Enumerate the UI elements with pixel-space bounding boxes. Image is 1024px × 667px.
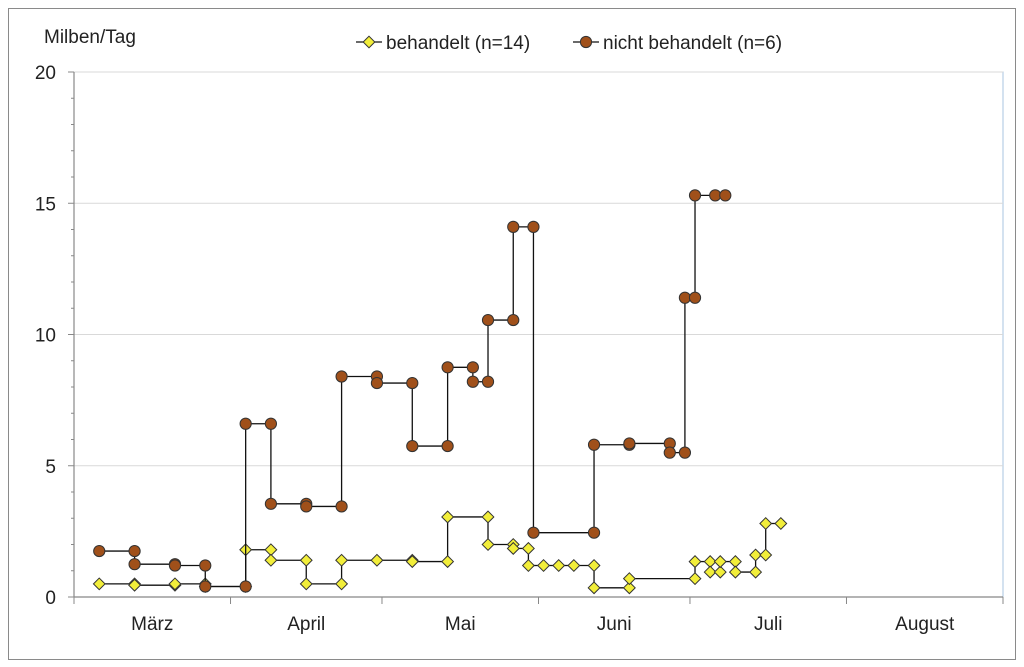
data-point <box>299 553 313 567</box>
data-point <box>567 558 581 573</box>
series-nicht-behandelt <box>93 189 732 593</box>
data-point <box>481 313 495 327</box>
y-axis-label: Milben/Tag <box>44 27 136 48</box>
legend-label: behandelt (n=14) <box>386 33 530 54</box>
data-point <box>335 553 349 567</box>
data-point <box>623 437 636 450</box>
x-tick-label: August <box>895 614 955 635</box>
y-tick-label: 20 <box>35 63 56 84</box>
x-tick-label: Juni <box>597 614 632 635</box>
data-point <box>537 558 551 573</box>
data-point <box>728 565 742 579</box>
x-tick-label: Juli <box>754 614 783 635</box>
data-point <box>335 370 348 383</box>
y-tick-label: 5 <box>45 457 56 478</box>
data-point <box>678 446 692 459</box>
x-tick-label: April <box>287 614 325 635</box>
data-point <box>678 291 692 304</box>
data-point <box>622 581 636 595</box>
data-point <box>335 500 348 513</box>
data-point <box>481 375 495 388</box>
data-point <box>774 516 788 531</box>
data-point <box>506 541 520 555</box>
data-point <box>622 572 636 586</box>
data-point <box>552 558 566 573</box>
data-point <box>168 577 182 591</box>
data-point <box>264 553 278 567</box>
data-point <box>168 559 182 572</box>
data-point <box>688 555 702 569</box>
data-point <box>759 516 773 531</box>
grid <box>73 71 1004 598</box>
data-point <box>466 361 479 374</box>
data-point <box>264 497 278 510</box>
data-point <box>521 541 535 555</box>
data-point <box>406 376 419 390</box>
data-point <box>481 537 495 552</box>
data-point <box>527 220 540 233</box>
data-point <box>441 555 455 569</box>
data-point <box>719 189 732 202</box>
data-point <box>300 500 313 513</box>
data-point <box>663 446 676 459</box>
data-point <box>749 565 763 579</box>
data-point <box>405 555 419 569</box>
data-point <box>527 526 540 539</box>
data-point <box>199 580 212 593</box>
data-point <box>759 548 773 562</box>
data-point <box>441 439 454 453</box>
data-point <box>481 510 495 524</box>
data-point <box>466 375 479 388</box>
data-point <box>587 558 601 573</box>
data-point <box>749 548 763 562</box>
data-point <box>128 558 141 571</box>
data-point <box>688 572 702 586</box>
y-tick-label: 0 <box>45 588 56 609</box>
data-point <box>128 544 141 558</box>
x-tick-label: Mai <box>445 614 476 635</box>
y-tick-label: 15 <box>35 194 56 215</box>
data-point <box>335 577 349 591</box>
legend-label: nicht behandelt (n=6) <box>603 33 782 54</box>
data-point <box>362 35 376 49</box>
data-point <box>688 189 702 202</box>
data-point <box>587 438 601 451</box>
x-tick-label: März <box>131 614 173 635</box>
data-point <box>239 417 252 430</box>
data-point <box>587 526 601 539</box>
data-point <box>713 565 727 579</box>
legend: behandelt (n=14) nicht behandelt (n=6) <box>356 33 782 54</box>
y-tick-label: 10 <box>35 326 56 347</box>
data-point <box>406 439 419 453</box>
data-point <box>579 35 593 49</box>
series-behandelt <box>92 510 788 595</box>
data-point <box>264 417 278 430</box>
data-point <box>709 189 722 202</box>
data-point <box>441 510 455 524</box>
data-point <box>703 565 717 579</box>
data-point <box>587 581 601 595</box>
data-point <box>128 578 142 592</box>
data-point <box>688 291 702 304</box>
data-point <box>507 313 520 327</box>
data-point <box>507 220 520 233</box>
series-layer <box>92 189 788 595</box>
data-point <box>713 555 727 569</box>
data-point <box>93 544 106 558</box>
data-point <box>521 558 535 573</box>
data-point <box>370 553 384 567</box>
data-point <box>441 361 454 374</box>
data-point <box>92 577 106 591</box>
data-point <box>370 376 384 390</box>
axes: 0 5 10 15 20 März April Mai Juni Juli August <box>35 63 1004 635</box>
data-point <box>299 577 313 591</box>
data-point <box>239 580 252 593</box>
data-point <box>199 559 212 572</box>
